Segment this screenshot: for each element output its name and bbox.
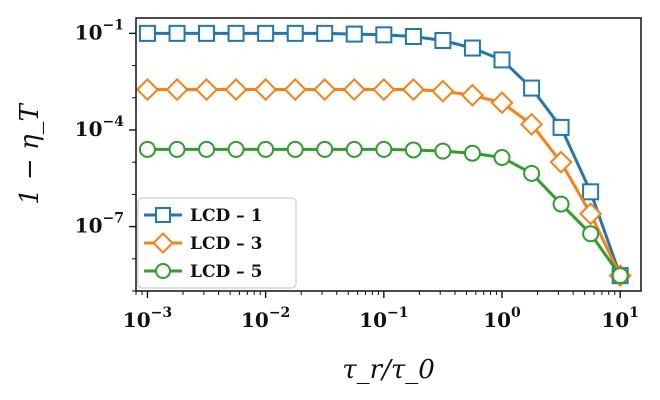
series-layer [135, 24, 632, 288]
data-point [283, 78, 307, 102]
legend-entry: LCD – 5 [144, 262, 262, 282]
data-point [138, 24, 156, 42]
series-2 [135, 78, 632, 288]
data-point [345, 25, 363, 43]
data-point [611, 267, 629, 285]
data-point [257, 24, 275, 42]
legend-box [137, 197, 297, 289]
data-point [431, 79, 455, 103]
data-point [552, 195, 570, 213]
data-point [523, 79, 541, 97]
legend-marker [155, 263, 171, 279]
y-tick-label: 10−7 [75, 211, 124, 238]
data-point [401, 78, 425, 102]
data-point [316, 140, 334, 158]
legend-entry: LCD – 3 [144, 232, 262, 254]
data-point [313, 78, 337, 102]
data-point [135, 78, 159, 102]
data-point [582, 225, 600, 243]
y-axis-label: 1 − η_T [15, 102, 45, 204]
data-point [375, 26, 393, 44]
data-point [404, 27, 422, 45]
data-point [286, 140, 304, 158]
y-tick-label: 10−4 [75, 114, 125, 141]
data-point [198, 24, 216, 42]
data-point [549, 150, 573, 174]
data-point [198, 140, 216, 158]
data-point [552, 118, 570, 136]
x-axis-label: τ_r/τ_0 [342, 355, 435, 385]
data-point [490, 91, 514, 115]
y-tick-label: 10−1 [75, 17, 124, 44]
data-point [194, 78, 219, 102]
data-point [434, 32, 452, 50]
legend: LCD – 1 LCD – 3 LCD – 5 [137, 197, 297, 289]
x-tick-label: 101 [601, 305, 639, 332]
data-point [434, 142, 452, 160]
data-point [372, 78, 396, 102]
legend-marker [155, 207, 171, 223]
series-1 [138, 24, 629, 285]
data-point [493, 148, 511, 166]
data-point [404, 141, 422, 159]
legend-entry: LCD – 1 [144, 206, 262, 226]
x-tick-label: 100 [483, 305, 521, 332]
data-point [286, 24, 304, 42]
data-point [227, 24, 245, 42]
tick-labels: 10−3 10−2 10−1 100 101 10−1 10−4 10−7 [75, 17, 639, 332]
data-point [257, 140, 275, 158]
x-tick-label: 10−1 [359, 305, 408, 332]
legend-label: LCD – 1 [190, 206, 262, 226]
data-point [493, 51, 511, 69]
data-point [316, 24, 334, 42]
data-point [165, 78, 189, 102]
data-point [582, 183, 600, 201]
data-point [168, 24, 186, 42]
data-point [520, 112, 544, 136]
legend-label: LCD – 5 [190, 262, 262, 282]
legend-marker [152, 232, 174, 254]
data-point [345, 140, 363, 158]
data-point [342, 78, 366, 102]
plot-frame [135, 17, 642, 292]
data-point [138, 140, 156, 158]
x-tick-label: 10−3 [123, 305, 172, 332]
data-point [227, 140, 245, 158]
data-point [254, 78, 278, 102]
legend-label: LCD – 3 [190, 234, 262, 254]
data-point [523, 164, 541, 182]
data-point [168, 140, 186, 158]
data-point [579, 202, 603, 226]
series-3 [138, 140, 629, 285]
data-point [375, 140, 393, 158]
data-point [463, 144, 481, 162]
data-point [460, 83, 484, 107]
data-point [463, 39, 481, 57]
x-tick-label: 10−2 [241, 305, 290, 332]
data-point [224, 78, 248, 102]
